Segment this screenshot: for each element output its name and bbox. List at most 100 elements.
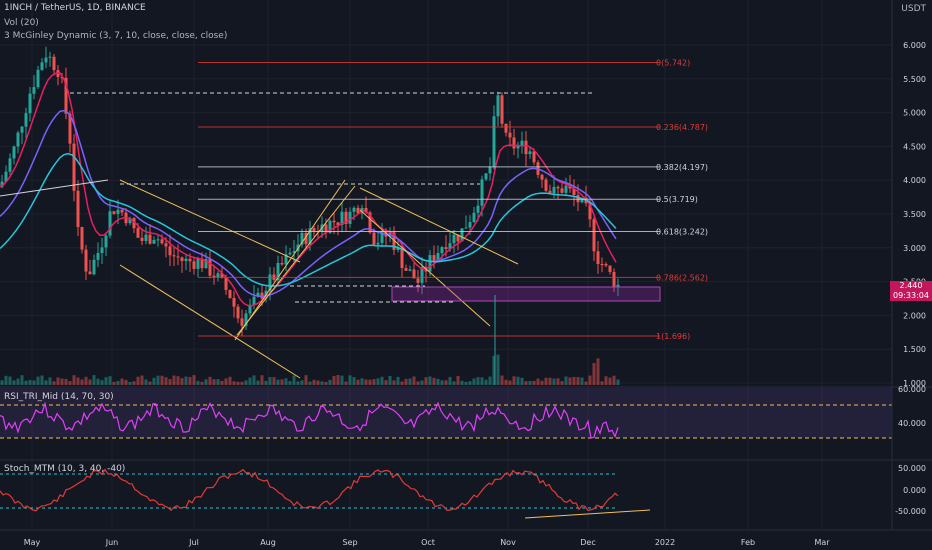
volume-bar [8, 376, 12, 385]
candle-body [504, 123, 508, 133]
candle-body [344, 211, 348, 224]
candle-body [600, 263, 604, 265]
rsi-indicator-label[interactable]: RSI_TRI_Mid (14, 70, 30) [4, 392, 114, 402]
volume-bar [288, 381, 292, 385]
candle-body [76, 190, 80, 228]
currency-label: USDT [901, 4, 926, 14]
volume-bar [220, 380, 224, 385]
volume-bar [456, 375, 460, 385]
volume-bar [496, 354, 500, 385]
candle-body [360, 207, 364, 214]
trend-line [119, 179, 301, 263]
volume-bar [40, 375, 44, 385]
candle-body [232, 297, 236, 307]
candle-body [328, 220, 332, 233]
candle-body [552, 186, 556, 194]
volume-bar [164, 377, 168, 385]
volume-bar [124, 379, 128, 385]
mcginley-lines [0, 72, 617, 307]
volume-bar [580, 377, 584, 385]
volume-bar [428, 376, 432, 385]
candle-body [284, 254, 288, 265]
volume-bar [440, 380, 444, 385]
volume-bar [512, 376, 516, 385]
volume-bar [480, 377, 484, 385]
volume-bar [4, 375, 8, 385]
candle-body [436, 253, 440, 262]
volume-bar [312, 379, 316, 385]
volume-bar [476, 377, 480, 385]
candle-body [372, 232, 376, 245]
candle-body [548, 190, 552, 194]
candle-body [428, 255, 432, 272]
candle-body [348, 211, 352, 224]
volume-bar [144, 379, 148, 385]
volume-bar [368, 379, 372, 385]
trend-line [0, 179, 109, 197]
volume-bar [448, 376, 452, 385]
time-tick-label: Nov [500, 538, 516, 547]
volume-bar [584, 381, 588, 385]
candle-body [364, 207, 368, 213]
rsi-line [0, 401, 619, 439]
volume-bar [128, 381, 132, 385]
time-tick-label: May [24, 538, 41, 547]
candle-body [340, 211, 344, 226]
volume-bar [532, 380, 536, 385]
candle-body [496, 95, 500, 117]
candle-body [140, 237, 144, 241]
candle-body [444, 247, 448, 249]
volume-bar [108, 376, 112, 385]
candle-body [544, 179, 548, 191]
candle-body [376, 242, 380, 245]
volume-bar [96, 378, 100, 385]
candle-body [200, 258, 204, 269]
volume-bar [524, 381, 528, 385]
candle-body [212, 275, 216, 278]
candle-body [276, 262, 280, 280]
candle-body [196, 258, 200, 269]
fib-level-label: 0(5.742) [656, 58, 690, 67]
candle-body [132, 218, 136, 229]
candle-body [176, 256, 180, 258]
stoch-pane [0, 468, 651, 519]
candle-body [128, 218, 132, 224]
volume-indicator-label[interactable]: Vol (20) [4, 18, 39, 28]
volume-bar [408, 378, 412, 385]
candle-body [184, 258, 188, 261]
volume-bar [64, 378, 68, 385]
candle-body [464, 227, 468, 229]
volume-bar [304, 375, 308, 385]
volume-bar [296, 381, 300, 385]
candle-body [368, 212, 372, 233]
trend-line [236, 185, 356, 336]
mcginley-indicator-label[interactable]: 3 McGinley Dynamic (3, 7, 10, close, clo… [4, 31, 228, 41]
candle-body [40, 62, 44, 70]
price-tick-label: 1.000 [903, 379, 926, 388]
candle-body [604, 264, 608, 266]
candle-body [280, 262, 284, 265]
candle-body [116, 209, 120, 214]
volume-bar [32, 380, 36, 385]
volume-bar [180, 378, 184, 385]
volume-bar [76, 377, 80, 385]
price-tick-label: 1.500 [903, 345, 926, 354]
volume-bar [380, 376, 384, 385]
volume-bar [328, 379, 332, 385]
candle-body [500, 95, 504, 124]
fibonacci-levels: 0(5.742) 0.236(4.787) 0.382(4.197) 0.5(3.71… [198, 58, 708, 341]
volume-bar [384, 380, 388, 385]
stoch-indicator-label[interactable]: Stoch_MTM (10, 3, 40, -40) [4, 464, 126, 474]
time-tick-label: Dec [580, 538, 595, 547]
time-tick-label: 2022 [655, 538, 675, 547]
symbol-title[interactable]: 1INCH / TetherUS, 1D, BINANCE [4, 3, 146, 13]
mcginley-fast-line [0, 72, 617, 307]
candle-body [0, 181, 4, 187]
candle-body [204, 258, 208, 269]
rsi-tick-label: 40.000 [898, 419, 926, 428]
candle-body [480, 179, 484, 206]
candle-body [440, 247, 444, 254]
candle-body [16, 132, 20, 147]
